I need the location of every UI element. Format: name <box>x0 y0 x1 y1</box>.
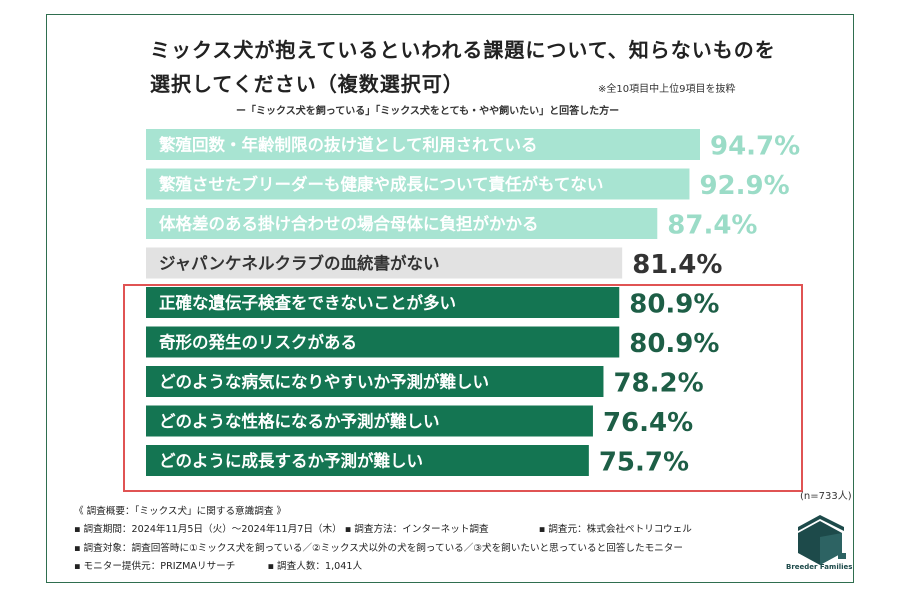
bar-6 <box>146 326 620 358</box>
category-label-8: どのような性格になるか予測が難しい <box>159 411 440 431</box>
value-label-8: 76.4% <box>603 408 693 438</box>
bar-7 <box>146 366 604 397</box>
category-label-9: どのように成長するか予測が難しい <box>159 451 423 471</box>
category-label-3: 体格差のある掛け合わせの場合母体に負担がかかる <box>159 214 539 234</box>
value-label-4: 81.4% <box>632 250 722 280</box>
chart-frame <box>46 14 854 583</box>
selection-note: ※全10項目中上位9項目を抜粋 <box>598 84 736 95</box>
value-label-1: 94.7% <box>710 132 800 162</box>
survey-period-line: ▪ 調査期間：2024年11月5日（火）〜2024年11月7日（木） ▪ 調査方… <box>74 521 692 535</box>
chart-title-line1: ミックス犬が抱えているといわれる課題について、知らないものを <box>150 38 776 62</box>
category-label-2: 繁殖させたブリーダーも健康や成長について責任がもてない <box>158 174 603 194</box>
bar-2 <box>146 168 690 200</box>
category-label-5: 正確な遺伝子検査をできないことが多い <box>159 293 456 313</box>
bar-5 <box>146 287 620 318</box>
value-label-9: 75.7% <box>599 448 689 478</box>
breeder-families-logo-icon <box>798 515 846 565</box>
survey-source-text: ▪ 調査元：株式会社ペトリコウェル <box>538 524 692 535</box>
bar-9 <box>146 445 589 476</box>
sample-size-label: (n=733人) <box>800 491 852 502</box>
value-label-5: 80.9% <box>629 290 719 320</box>
logo-text: Breeder Families <box>786 563 853 571</box>
value-label-6: 80.9% <box>629 329 719 359</box>
respondent-subtitle: ー「ミックス犬を飼っている」「ミックス犬をとても・やや飼いたい」と回答した方ー <box>236 106 620 117</box>
highlight-box <box>123 284 803 492</box>
chart-title-line2: 選択してください（複数選択可） <box>150 72 464 96</box>
survey-period-text: ▪ 調査期間：2024年11月5日（火）〜2024年11月7日（木） ▪ 調査方… <box>74 524 489 535</box>
survey-provider-line: ▪ モニター提供元：PRIZMAリサーチ ▪ 調査人数：1,041人 <box>74 558 362 572</box>
value-label-2: 92.9% <box>699 171 789 201</box>
survey-overview-heading: 《 調査概要：「ミックス犬」に関する意識調査 》 <box>74 506 287 517</box>
value-label-3: 87.4% <box>667 211 757 241</box>
value-label-7: 78.2% <box>613 369 703 399</box>
category-label-7: どのような病気になりやすいか予測が難しい <box>159 372 489 392</box>
category-label-6: 奇形の発生のリスクがある <box>159 332 357 352</box>
respondent-count-text: ▪ 調査人数：1,041人 <box>267 561 363 572</box>
bar-8 <box>146 405 593 437</box>
monitor-provider-text: ▪ モニター提供元：PRIZMAリサーチ <box>74 561 236 572</box>
category-label-4: ジャパンケネルクラブの血統書がない <box>159 253 440 273</box>
bar-1 <box>146 129 700 160</box>
bar-4 <box>146 247 623 279</box>
category-label-1: 繁殖回数・年齢制限の抜け道として利用されている <box>158 135 538 155</box>
survey-target-line: ▪ 調査対象：調査回答時に①ミックス犬を飼っている／②ミックス犬以外の犬を飼って… <box>74 543 683 554</box>
bar-3 <box>146 208 658 239</box>
